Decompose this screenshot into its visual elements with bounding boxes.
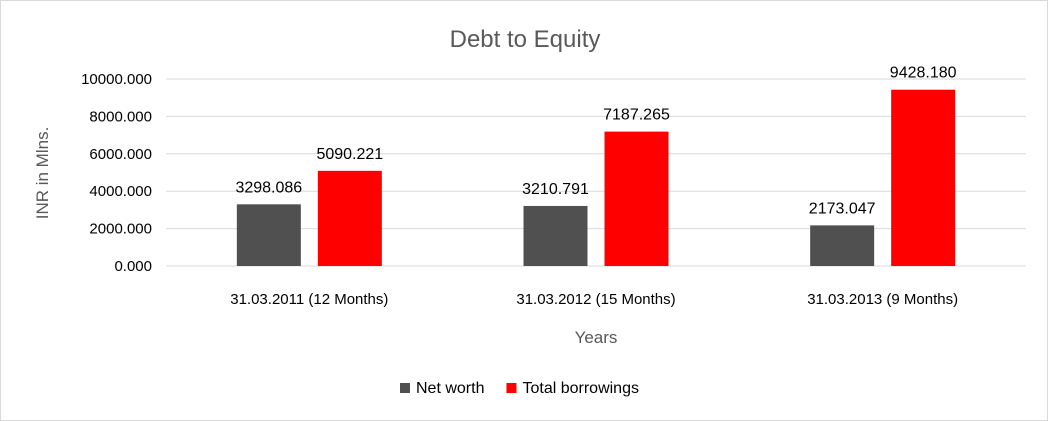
y-tick-label: 8000.000 [89, 108, 152, 125]
bar [317, 170, 382, 266]
data-label: 3210.791 [522, 181, 589, 198]
y-axis-title: INR in Mlns. [33, 127, 52, 220]
data-label: 5090.221 [316, 146, 383, 163]
data-label: 3298.086 [235, 179, 302, 196]
y-tick-label: 6000.000 [89, 146, 152, 163]
legend-label: Net worth [416, 380, 484, 397]
chart-title: Debt to Equity [450, 26, 601, 53]
x-axis-title: Years [575, 328, 618, 347]
bar [604, 131, 669, 266]
data-labels: 3298.086 5090.221 3210.791 7187.265 2173.047… [235, 65, 956, 218]
gridlines [166, 78, 1026, 267]
y-tick-label: 2000.000 [89, 221, 152, 238]
x-category-label: 31.03.2011 (12 Months) [230, 291, 388, 308]
y-tick-label: 0.000 [114, 258, 152, 275]
legend-swatch [506, 383, 517, 393]
data-label: 2173.047 [809, 200, 876, 217]
data-label: 7187.265 [603, 107, 670, 124]
bar [891, 89, 956, 267]
x-axis-categories: 31.03.2011 (12 Months) 31.03.2012 (15 Mon… [230, 291, 958, 308]
bar [810, 225, 875, 266]
x-category-label: 31.03.2013 (9 Months) [807, 291, 958, 308]
y-tick-label: 4000.000 [89, 183, 152, 200]
bar [236, 204, 301, 266]
y-axis-ticks: 0.000 2000.000 4000.000 6000.000 8000.000 100… [81, 71, 152, 275]
y-tick-label: 10000.000 [81, 71, 152, 88]
bar [523, 205, 588, 266]
legend-label: Total borrowings [522, 380, 639, 397]
legend-swatch [400, 383, 410, 393]
bars [236, 89, 956, 267]
legend: Net worth Total borrowings [400, 380, 639, 397]
data-label: 9428.180 [890, 65, 957, 82]
x-category-label: 31.03.2012 (15 Months) [516, 291, 675, 308]
